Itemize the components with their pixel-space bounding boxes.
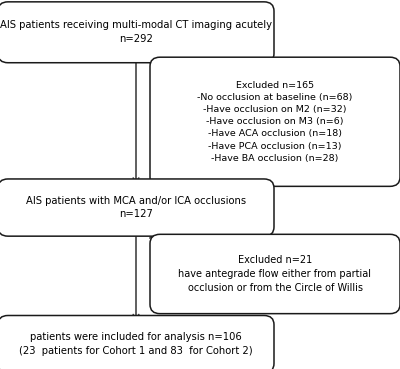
- FancyBboxPatch shape: [0, 179, 274, 236]
- Text: patients were included for analysis n=106
(23  patients for Cohort 1 and 83  for: patients were included for analysis n=10…: [19, 332, 253, 356]
- Text: Excluded n=165
-No occlusion at baseline (n=68)
-Have occlusion on M2 (n=32)
-Ha: Excluded n=165 -No occlusion at baseline…: [197, 81, 353, 163]
- FancyBboxPatch shape: [0, 315, 274, 369]
- FancyBboxPatch shape: [150, 234, 400, 314]
- FancyBboxPatch shape: [0, 2, 274, 63]
- Text: Excluded n=21
have antegrade flow either from partial
occlusion or from the Circ: Excluded n=21 have antegrade flow either…: [178, 255, 372, 293]
- FancyBboxPatch shape: [150, 57, 400, 186]
- Text: AIS patients with MCA and/or ICA occlusions
n=127: AIS patients with MCA and/or ICA occlusi…: [26, 196, 246, 219]
- Text: AIS patients receiving multi-modal CT imaging acutely
n=292: AIS patients receiving multi-modal CT im…: [0, 21, 272, 44]
